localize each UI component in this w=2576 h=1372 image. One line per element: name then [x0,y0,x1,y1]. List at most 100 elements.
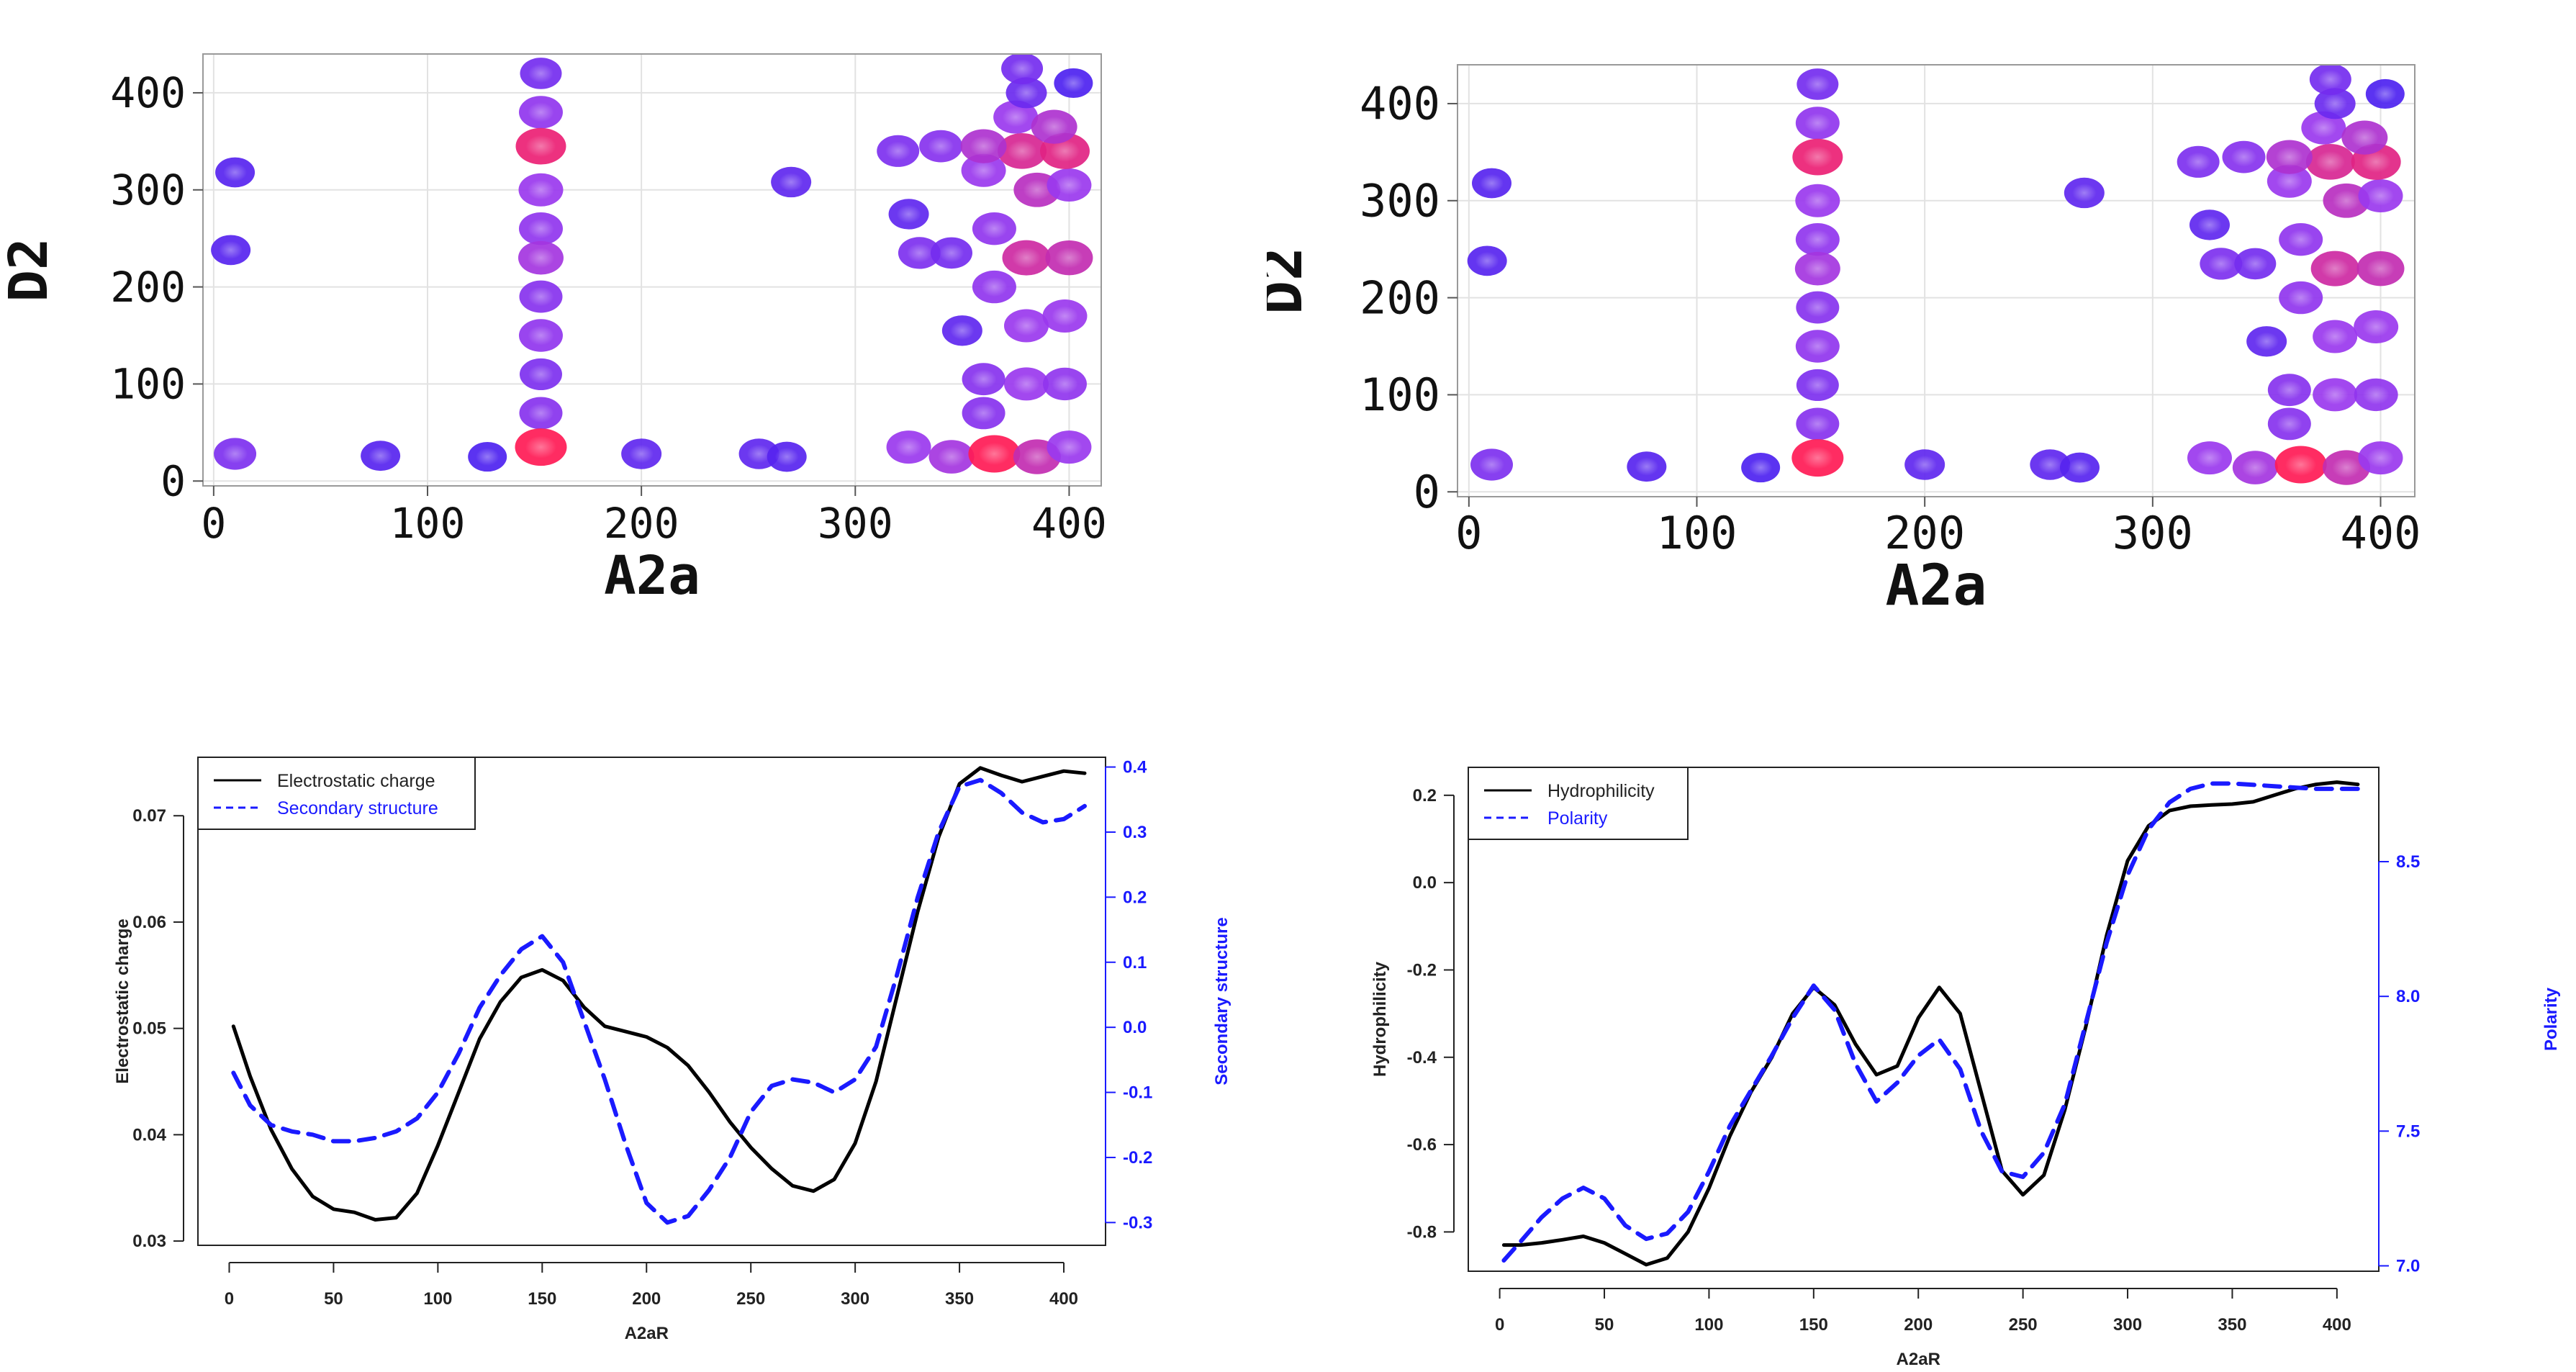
legend: Hydrophilicity Polarity [1468,767,1689,840]
heatmap-cell-highlight [528,219,554,239]
heatmap-cell-highlight [2366,258,2395,279]
heatmap-cell-highlight [2373,85,2398,103]
right-tick-label: 8.0 [2396,987,2420,1006]
x-tick-label: 250 [2009,1315,2038,1335]
x-tick-label: 0 [201,499,226,548]
line-chart-electrostatic: 0 50 100 150 200 250 300 350 400 A2aR 0.03 0.04 0.05… [113,757,1231,1343]
heatmap-cell-highlight [1023,446,1052,468]
heatmap-cell-highlight [2276,171,2303,191]
heatmap-cell-highlight [476,448,500,466]
y-tick-label: 200 [110,263,186,312]
heatmap-cell-highlight [1023,179,1052,201]
y-axis-title: D2 [1267,247,1315,315]
heatmap-cell-highlight [1802,145,1833,168]
heatmap-cell-highlight [1748,459,1773,477]
left-tick-label: -0.2 [1407,960,1437,980]
x-tick-label: 300 [841,1289,869,1309]
heatmap-cell-highlight [2231,147,2257,167]
x-tick-label: 200 [1904,1315,1933,1335]
heatmap-cell-highlight [528,403,554,423]
heatmap-cell-highlight [2196,448,2223,468]
x-tick-label: 250 [736,1289,765,1309]
heatmap-cell-highlight [1049,140,1080,162]
heatmap-cell-highlight [2315,150,2346,173]
series-line-secondary [231,777,1087,1225]
heatmap-cell-highlight [896,204,921,224]
plot-border [197,757,1106,1246]
heatmap-cell-highlight [928,136,954,156]
heatmap-cell-highlight [629,444,654,464]
legend: Electrostatic charge Secondary structure [197,757,476,830]
heatmap-cell-highlight [2038,455,2063,474]
x-tick-label: 100 [1657,507,1737,559]
heatmap-cell-highlight [970,369,997,389]
heatmap-cell-highlight [2320,258,2350,279]
y-tick-label: 300 [110,166,186,215]
plot-border [202,53,1102,487]
heatmap-cell-highlight [369,446,393,465]
heatmap-cell-highlight [1478,455,1505,474]
left-tick-label: 0.04 [132,1125,166,1145]
heatmap-cell-highlight [1055,175,1083,195]
heatmap-cell-highlight [2362,317,2390,337]
y-tick-label: 400 [1360,78,1440,130]
x-tick-label: 300 [2112,507,2193,559]
left-tick-label: -0.4 [1407,1048,1437,1068]
heatmap-cell-highlight [528,286,554,307]
heatmap-cell-highlight [2068,459,2092,477]
left-tick-label: 0.07 [132,806,166,826]
x-tick-label: 0 [1495,1315,1504,1335]
x-tick-label: 0 [1455,507,1482,559]
heatmap-cell-highlight [1007,140,1037,162]
y-tick-label: 300 [1360,174,1440,227]
heatmap-cell-highlight [1804,375,1831,395]
plot-border [1468,767,2380,1272]
x-tick-label: 400 [2323,1315,2351,1335]
x-tick-label: 200 [1884,507,1965,559]
heatmap-cell-highlight [2276,414,2302,434]
left-tick-label: 0.05 [132,1019,166,1039]
x-axis-title: A2aR [625,1324,669,1343]
x-tick-label: 350 [2218,1315,2246,1335]
series-line-primary [1501,780,2360,1267]
heatmap-cell-highlight [2287,230,2314,250]
heatmap-cell-highlight [1051,306,1079,326]
legend-box [197,757,476,830]
heatmap-cell-highlight [1054,247,1084,268]
heatmap-cell-highlight [1013,374,1040,394]
y-axis-title: D2 [0,238,60,302]
heatmap-cell-highlight [2254,332,2279,351]
heatmap-cell-highlight [2285,453,2317,477]
x-tick-label: 300 [818,499,893,548]
heatmap-cell-highlight [970,160,998,181]
x-axis-title: A2a [604,545,700,607]
heatmap-cell-highlight [970,135,998,157]
heatmap-cell-highlight [2197,215,2222,235]
series-line-primary [231,766,1087,1222]
right-tick-label: -0.3 [1123,1213,1152,1232]
heatmap-cell-highlight [2362,384,2390,405]
left-tick-label: -0.8 [1407,1222,1437,1242]
heatmap-cell-highlight [779,173,803,191]
heatmap-cell-highlight [939,243,964,263]
heatmap-cell-highlight [528,63,553,84]
heatmap-cell-highlight [2072,184,2097,202]
heatmap-cell-highlight [1062,74,1085,92]
heatmap-cell-highlight [774,448,799,466]
legend-label: Polarity [1547,808,1608,829]
right-tick-label: 7.0 [2396,1257,2420,1276]
heatmap-cell-highlight [1011,247,1041,268]
heatmap-cell-highlight [1040,116,1068,137]
heatmap-cell-highlight [2287,287,2314,308]
plot-border [1457,64,2415,497]
heatmap-cell-highlight [2321,384,2349,405]
heatmap-cell-highlight [1635,457,1659,476]
x-tick-label: 400 [2341,507,2421,559]
heatmap-cell-highlight [1804,258,1832,279]
heatmap-cell-highlight [746,444,772,464]
left-tick-label: 0.03 [132,1232,166,1251]
heatmap-cell-highlight [981,219,1008,239]
x-tick-label: 350 [945,1289,974,1309]
heatmap-blobs [1467,65,2405,485]
heatmap-cell-highlight [1055,437,1083,457]
